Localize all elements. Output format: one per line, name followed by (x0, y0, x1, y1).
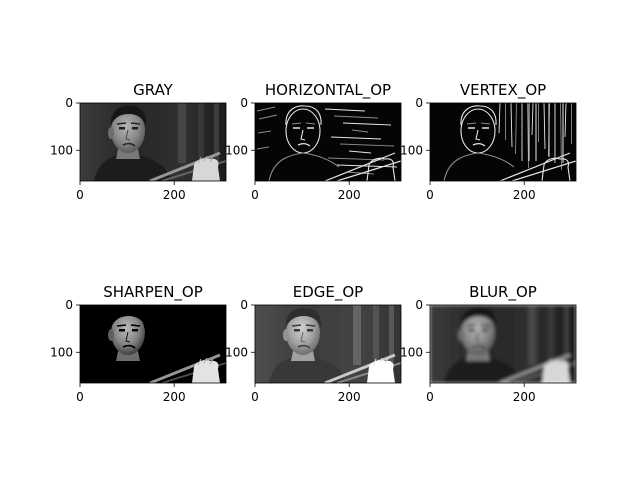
subplot-5-xtick-label-1: 200 (338, 390, 361, 404)
subplot-2-ytick-label-0: 0 (240, 96, 248, 110)
subplot-1: GRAY 0 200 0 100 (50, 81, 227, 202)
subplot-3-ytick-label-1: 100 (400, 143, 423, 157)
subplot-5: EDGE_OP 0 200 0 100 (225, 283, 402, 404)
subplot-4-image (80, 305, 226, 383)
subplot-1-xtick-label-0: 0 (76, 188, 84, 202)
subplot-1-ytick-label-1: 100 (50, 143, 73, 157)
subplot-1-xtick-label-1: 200 (163, 188, 186, 202)
subplot-4-title: SHARPEN_OP (103, 283, 203, 302)
subplot-1-ytick-label-0: 0 (65, 96, 73, 110)
subplot-2: HORIZONTAL_OP 0 200 0 100 (225, 81, 402, 202)
subplot-6-ytick-label-1: 100 (400, 345, 423, 359)
subplot-6-title: BLUR_OP (469, 283, 537, 302)
subplot-4-frame (79, 304, 227, 384)
subplot-2-frame (254, 102, 402, 182)
subplot-1-frame (79, 102, 227, 182)
subplot-4-ytick-label-0: 0 (65, 298, 73, 312)
subplot-5-image (255, 305, 401, 383)
subplot-3-xtick-label-0: 0 (426, 188, 434, 202)
subplot-5-title: EDGE_OP (293, 283, 363, 302)
subplot-1-title: GRAY (133, 81, 174, 99)
subplot-4-xtick-label-1: 200 (163, 390, 186, 404)
subplot-2-image (255, 103, 401, 181)
subplot-1-image (80, 103, 226, 181)
subplot-3-ytick-label-0: 0 (415, 96, 423, 110)
subplot-5-xtick-label-0: 0 (251, 390, 259, 404)
subplot-3-image (430, 103, 576, 181)
subplot-3-xtick-label-1: 200 (513, 188, 536, 202)
subplot-6-xtick-label-1: 200 (513, 390, 536, 404)
subplot-2-title: HORIZONTAL_OP (265, 81, 391, 100)
subplot-4-ytick-label-1: 100 (50, 345, 73, 359)
subplot-3: VERTEX_OP 0 200 0 100 (400, 81, 577, 202)
subplot-2-xtick-label-1: 200 (338, 188, 361, 202)
subplot-5-ytick-label-1: 100 (225, 345, 248, 359)
subplot-3-title: VERTEX_OP (460, 81, 546, 100)
subplot-6-image (430, 305, 576, 383)
subplot-5-ytick-label-0: 0 (240, 298, 248, 312)
subplot-4: SHARPEN_OP 0 200 0 100 (50, 283, 227, 404)
subplot-5-frame (254, 304, 402, 384)
subplot-4-xtick-label-0: 0 (76, 390, 84, 404)
subplot-2-xtick-label-0: 0 (251, 188, 259, 202)
subplot-6-ytick-label-0: 0 (415, 298, 423, 312)
subplot-6-frame (429, 304, 577, 384)
subplot-2-ytick-label-1: 100 (225, 143, 248, 157)
subplot-6-xtick-label-0: 0 (426, 390, 434, 404)
subplot-6: BLUR_OP 0 200 0 100 (400, 283, 577, 404)
subplot-3-frame (429, 102, 577, 182)
